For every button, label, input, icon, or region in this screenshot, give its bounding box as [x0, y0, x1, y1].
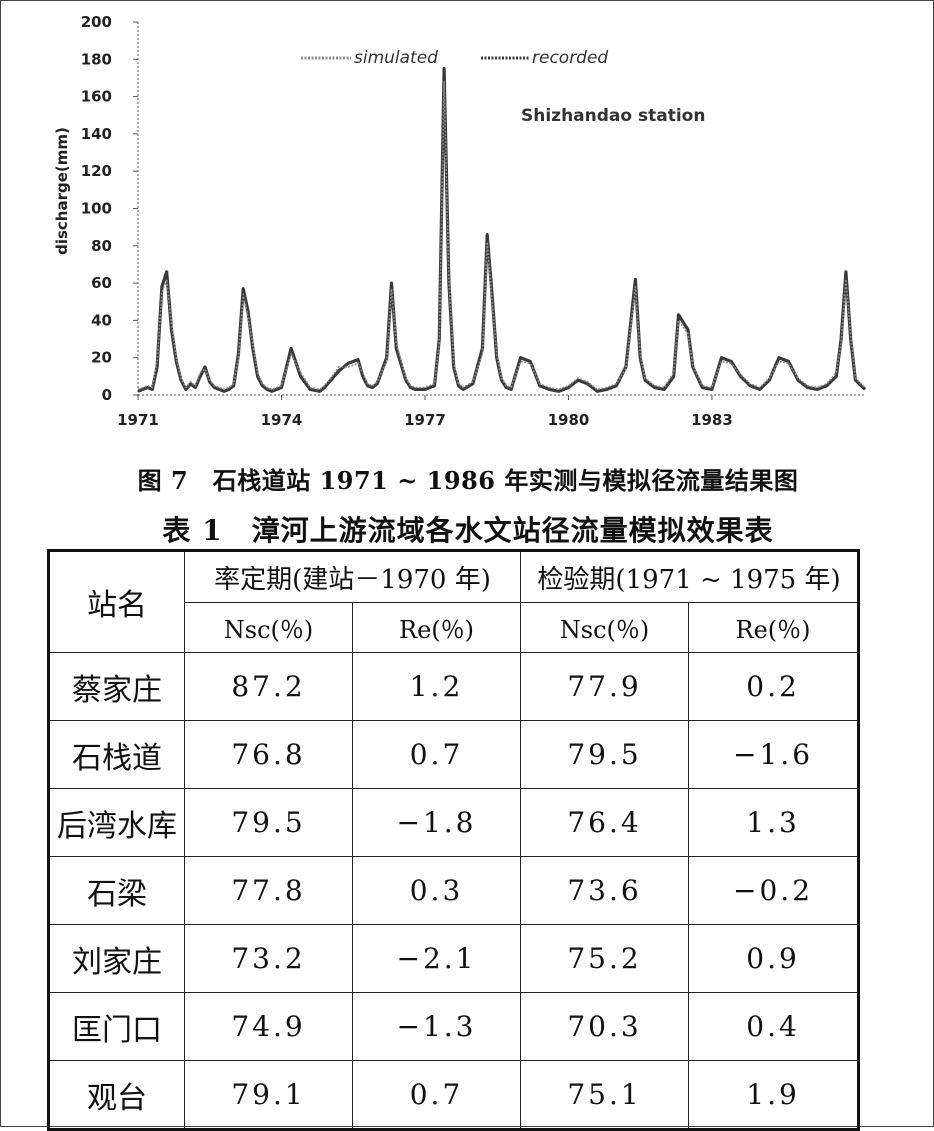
- metric-header: Nsc(％): [184, 602, 353, 653]
- y-tick-label: 100: [81, 200, 112, 218]
- table-row: 石栈道 76.8 0.7 79.5 −1.6: [48, 720, 860, 789]
- y-tick-label: 120: [81, 162, 112, 180]
- value-cell: 0.7: [351, 720, 522, 789]
- value-cell: 79.1: [184, 1060, 353, 1130]
- y-tick-label: 20: [91, 349, 112, 367]
- series-line-simulated: [137, 80, 866, 391]
- value-cell: 0.3: [351, 856, 522, 925]
- y-tick-label: 140: [81, 125, 112, 143]
- table-header-row: 站名 率定期(建站－1970 年) 检验期(1971 ~ 1975 年): [48, 550, 860, 653]
- station-cell: 石梁: [48, 856, 185, 925]
- table-row: 蔡家庄 87.2 1.2 77.9 0.2: [48, 652, 860, 721]
- legend-label-recorded: recorded: [532, 48, 608, 68]
- value-cell: 74.9: [184, 992, 353, 1061]
- x-tick-label: 1983: [691, 411, 733, 429]
- table-row: 观台 79.1 0.7 75.1 1.9: [48, 1060, 860, 1130]
- value-cell: 75.1: [520, 1060, 690, 1130]
- value-cell: 0.9: [688, 924, 860, 993]
- value-cell: 87.2: [184, 652, 353, 721]
- value-cell: 0.2: [688, 652, 860, 721]
- x-tick-label: 1971: [117, 411, 159, 429]
- value-cell: 70.3: [520, 992, 690, 1061]
- y-axis-label: discharge(mm): [53, 127, 71, 255]
- y-tick-label: 40: [91, 311, 112, 329]
- value-cell: 76.4: [520, 788, 690, 857]
- value-cell: 76.8: [184, 720, 353, 789]
- x-tick-label: 1974: [261, 411, 303, 429]
- value-cell: 1.3: [688, 788, 860, 857]
- station-cell: 石栈道: [48, 720, 185, 789]
- value-cell: 1.2: [351, 652, 522, 721]
- table-row: 后湾水库 79.5 −1.8 76.4 1.3: [48, 788, 860, 857]
- value-cell: 73.2: [184, 924, 353, 993]
- chart-title: Shizhandao station: [521, 106, 705, 126]
- value-cell: 75.2: [520, 924, 690, 993]
- value-cell: 77.9: [520, 652, 690, 721]
- value-cell: 0.7: [351, 1060, 522, 1130]
- x-tick-label: 1977: [404, 411, 446, 429]
- value-cell: −1.6: [688, 720, 860, 789]
- table-subheader-row: Nsc(％) Re(％) Nsc(％) Re(％): [49, 602, 860, 653]
- x-axis: 1971 1974 1977 1980 1983: [117, 394, 865, 429]
- y-tick-label: 160: [81, 88, 112, 106]
- discharge-chart: 0 20 40 60 80 100 120 140 160 180 200 1971 1974 1977…: [53, 13, 867, 429]
- x-tick-label: 1980: [548, 411, 590, 429]
- value-cell: −1.3: [351, 992, 522, 1061]
- value-cell: −0.2: [688, 856, 860, 925]
- value-cell: 77.8: [184, 856, 353, 925]
- table-row: 刘家庄 73.2 −2.1 75.2 0.9: [48, 924, 860, 993]
- legend: simulated recorded: [301, 48, 608, 68]
- figure-caption: 图 7 石栈道站 1971 ~ 1986 年实测与模拟径流量结果图: [137, 466, 799, 495]
- value-cell: 79.5: [184, 788, 353, 857]
- value-cell: −1.8: [351, 788, 522, 857]
- y-tick-label: 60: [91, 274, 112, 292]
- value-cell: 1.9: [688, 1060, 860, 1130]
- series-layer: [137, 66, 867, 393]
- station-cell: 蔡家庄: [48, 652, 185, 721]
- value-cell: 73.6: [520, 856, 690, 925]
- metric-header: Nsc(％): [520, 602, 690, 653]
- station-cell: 匡门口: [48, 992, 185, 1061]
- legend-label-simulated: simulated: [354, 48, 438, 68]
- results-table: 站名 率定期(建站－1970 年) 检验期(1971 ~ 1975 年) Nsc…: [47, 549, 861, 1131]
- metric-header: Re(％): [351, 602, 522, 653]
- metric-header: Re(％): [688, 602, 860, 653]
- y-tick-label: 200: [81, 13, 112, 31]
- station-header: 站名: [48, 550, 185, 653]
- table-row: 匡门口 74.9 −1.3 70.3 0.4: [48, 992, 860, 1061]
- value-cell: −2.1: [351, 924, 522, 993]
- station-cell: 刘家庄: [48, 924, 185, 993]
- station-cell: 后湾水库: [48, 788, 185, 857]
- y-tick-label: 0: [102, 386, 112, 404]
- table-title: 表 1 漳河上游流域各水文站径流量模拟效果表: [162, 514, 774, 547]
- value-cell: 79.5: [520, 720, 690, 789]
- validation-header: 检验期(1971 ~ 1975 年): [520, 550, 860, 603]
- series-line-recorded: [137, 66, 867, 393]
- y-axis: 0 20 40 60 80 100 120 140 160 180 200: [81, 13, 139, 404]
- table-row: 石梁 77.8 0.3 73.6 −0.2: [48, 856, 860, 925]
- station-cell: 观台: [48, 1060, 185, 1130]
- y-tick-label: 80: [91, 237, 112, 255]
- calibration-header: 率定期(建站－1970 年): [183, 550, 522, 603]
- value-cell: 0.4: [688, 992, 860, 1061]
- y-tick-label: 180: [81, 50, 112, 68]
